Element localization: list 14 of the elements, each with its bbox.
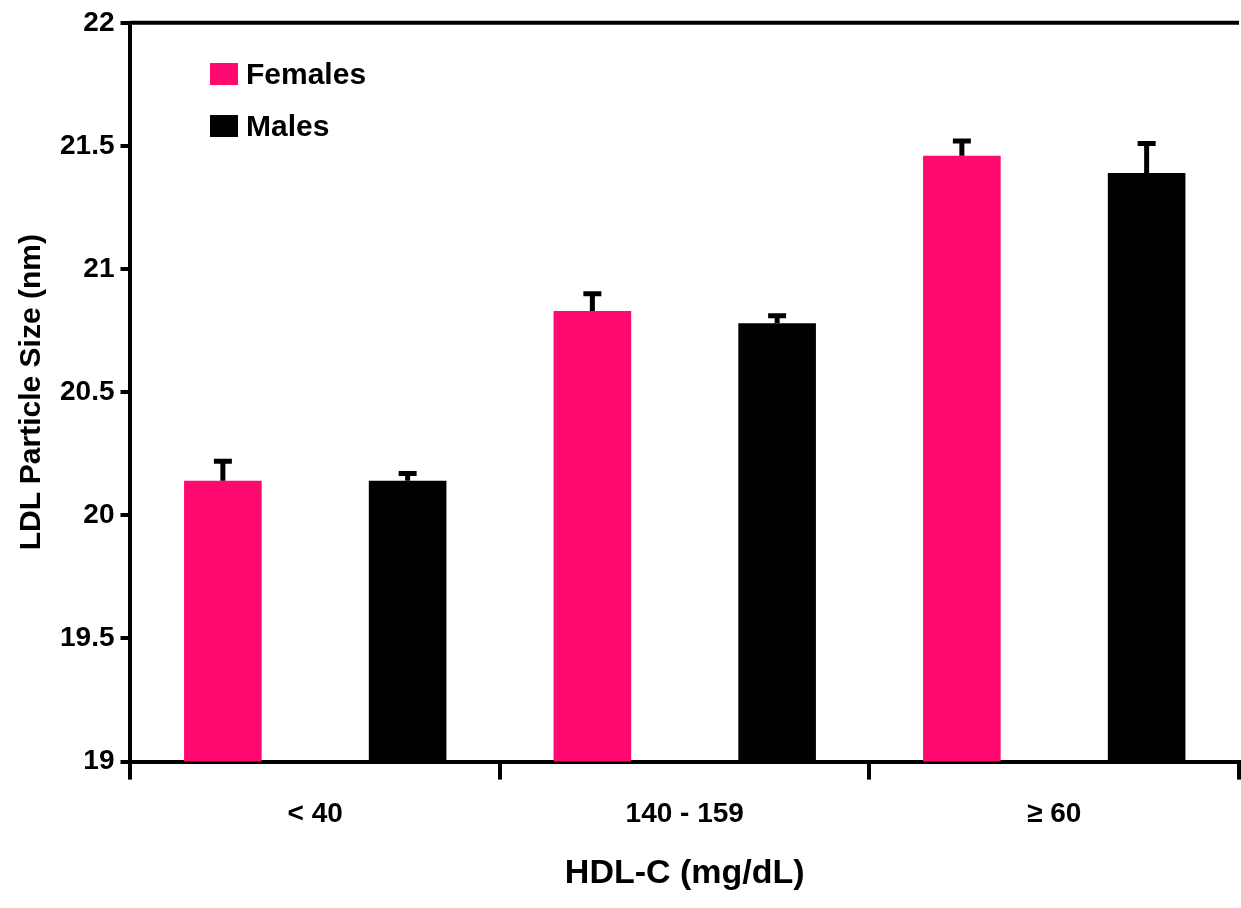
legend-label: Females (246, 57, 367, 91)
legend-label: Males (246, 109, 330, 143)
y-tick-label: 21 (83, 251, 115, 283)
x-tick-label: < 40 (287, 797, 343, 829)
y-tick-label: 19.5 (60, 621, 115, 653)
y-tick-label: 22 (83, 5, 115, 37)
y-tick-label: 20.5 (60, 374, 115, 406)
x-axis-title: HDL-C (mg/dL) (564, 851, 805, 890)
y-axis-title: LDL Particle Size (nm) (13, 234, 47, 551)
y-tick-label: 20 (83, 498, 115, 530)
y-tick-label: 19 (83, 744, 115, 776)
x-tick-label: ≥ 60 (1027, 797, 1082, 829)
x-tick-label: 140 - 159 (625, 797, 744, 829)
y-tick-label: 21.5 (60, 128, 115, 160)
